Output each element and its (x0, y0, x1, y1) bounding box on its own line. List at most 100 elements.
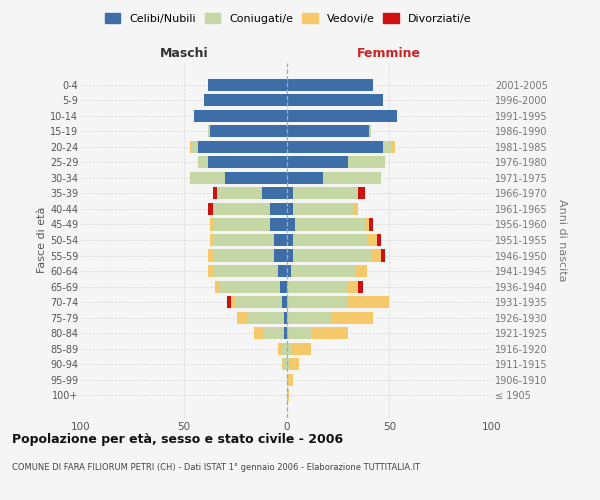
Bar (311, 327, 348, 339)
Bar (293, 250, 371, 262)
Bar (287, 172, 323, 184)
Text: COMUNE DI FARA FILIORUM PETRI (CH) - Dati ISTAT 1° gennaio 2006 - Elaborazione T: COMUNE DI FARA FILIORUM PETRI (CH) - Dat… (12, 462, 420, 471)
Bar (287, 374, 293, 386)
Bar (287, 188, 293, 200)
Bar (358, 188, 365, 200)
Bar (208, 156, 287, 168)
Bar (215, 280, 218, 292)
Bar (290, 342, 311, 355)
Bar (287, 234, 293, 246)
Bar (369, 125, 371, 138)
Bar (280, 280, 287, 292)
Text: Popolazione per età, sesso e stato civile - 2006: Popolazione per età, sesso e stato civil… (12, 432, 343, 446)
Bar (217, 188, 262, 200)
Bar (287, 296, 348, 308)
Bar (212, 188, 217, 200)
Bar (348, 280, 358, 292)
Bar (211, 218, 212, 230)
Bar (274, 234, 287, 246)
Bar (262, 188, 287, 200)
Bar (237, 312, 247, 324)
Bar (365, 218, 369, 230)
Bar (198, 156, 208, 168)
Bar (212, 250, 274, 262)
Bar (231, 296, 235, 308)
Y-axis label: Fasce di età: Fasce di età (37, 207, 47, 273)
Bar (264, 327, 284, 339)
Bar (284, 358, 287, 370)
Bar (227, 296, 231, 308)
Bar (212, 218, 270, 230)
Bar (355, 203, 358, 215)
Legend: Celibi/Nubili, Coniugati/e, Vedovi/e, Divorziati/e: Celibi/Nubili, Coniugati/e, Vedovi/e, Di… (103, 10, 473, 26)
Bar (293, 234, 367, 246)
Bar (358, 280, 362, 292)
Bar (287, 78, 373, 91)
Bar (381, 250, 385, 262)
Bar (332, 312, 373, 324)
Bar (235, 296, 283, 308)
Text: Maschi: Maschi (160, 47, 208, 60)
Bar (287, 312, 332, 324)
Bar (293, 188, 358, 200)
Bar (391, 141, 395, 153)
Bar (190, 172, 225, 184)
Y-axis label: Anni di nascita: Anni di nascita (557, 198, 567, 281)
Bar (283, 342, 287, 355)
Bar (270, 203, 287, 215)
Bar (283, 358, 284, 370)
Bar (278, 342, 283, 355)
Bar (287, 389, 289, 402)
Bar (284, 327, 287, 339)
Bar (287, 125, 369, 138)
Bar (287, 327, 311, 339)
Bar (371, 250, 381, 262)
Bar (287, 203, 293, 215)
Bar (211, 125, 287, 138)
Bar (225, 172, 287, 184)
Bar (287, 141, 383, 153)
Bar (348, 156, 385, 168)
Bar (194, 110, 287, 122)
Bar (295, 218, 365, 230)
Bar (287, 156, 348, 168)
Bar (377, 234, 381, 246)
Bar (274, 250, 287, 262)
Bar (192, 141, 198, 153)
Bar (283, 296, 287, 308)
Bar (289, 358, 299, 370)
Bar (287, 280, 348, 292)
Bar (356, 265, 367, 277)
Bar (323, 172, 381, 184)
Bar (270, 218, 287, 230)
Bar (247, 312, 284, 324)
Bar (211, 234, 212, 246)
Bar (287, 342, 290, 355)
Bar (284, 312, 287, 324)
Bar (383, 141, 391, 153)
Bar (212, 203, 270, 215)
Bar (287, 358, 289, 370)
Bar (293, 203, 355, 215)
Bar (212, 265, 278, 277)
Bar (287, 94, 383, 106)
Bar (190, 141, 192, 153)
Bar (348, 296, 389, 308)
Bar (208, 265, 212, 277)
Bar (218, 280, 280, 292)
Bar (208, 125, 211, 138)
Bar (290, 265, 356, 277)
Bar (287, 110, 397, 122)
Bar (208, 250, 212, 262)
Bar (287, 250, 293, 262)
Text: Femmine: Femmine (357, 47, 421, 60)
Bar (369, 218, 373, 230)
Bar (212, 234, 274, 246)
Bar (278, 265, 287, 277)
Bar (205, 94, 287, 106)
Bar (287, 218, 295, 230)
Bar (367, 234, 377, 246)
Bar (208, 78, 287, 91)
Bar (287, 265, 290, 277)
Bar (254, 327, 264, 339)
